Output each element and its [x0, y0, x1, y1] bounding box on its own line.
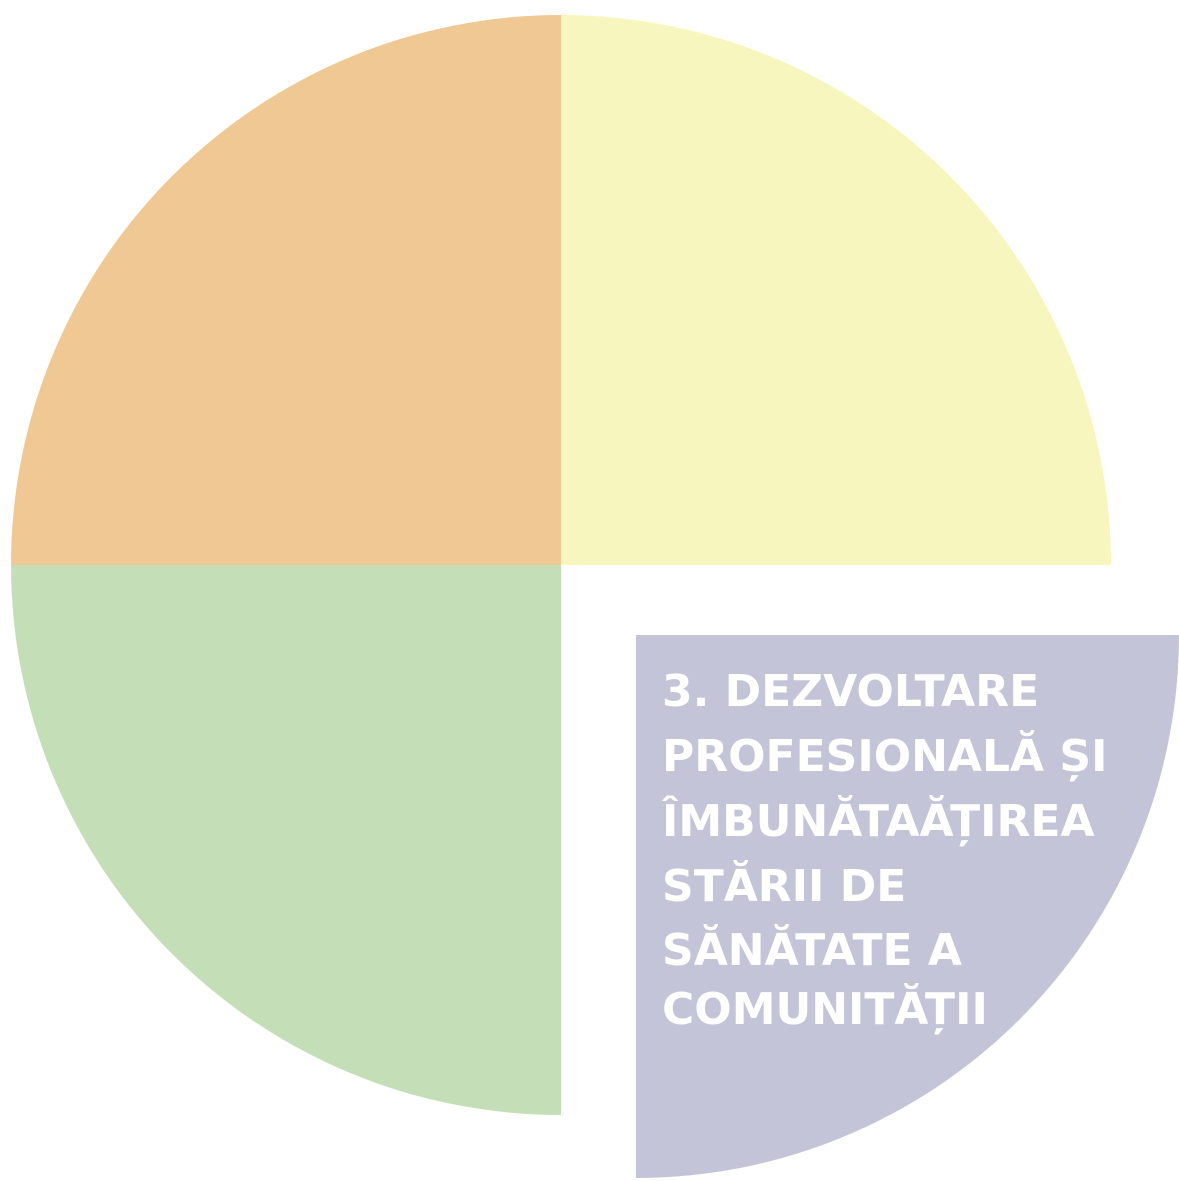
label-line-4: STĂRII DE	[662, 859, 906, 912]
quadrant-bottom-left	[11, 565, 561, 1115]
label-line-2: PROFESIONALĂ ȘI	[662, 729, 1107, 782]
label-line-5: SĂNĂTATE A	[662, 923, 962, 976]
label-line-3: ÎMBUNĂTAĂȚIREA	[662, 794, 1095, 847]
label-line-1: 3. DEZVOLTARE	[662, 666, 1039, 717]
label-line-6: COMUNITĂȚII	[662, 982, 988, 1035]
quadrant-bottom-right-label: 3. DEZVOLTARE PROFESIONALĂ ȘI ÎMBUNĂTAĂȚ…	[662, 666, 1111, 1035]
quadrant-bottom-right	[636, 635, 1179, 1178]
quadrant-top-left	[11, 15, 561, 565]
quadrant-top-right	[561, 15, 1111, 565]
